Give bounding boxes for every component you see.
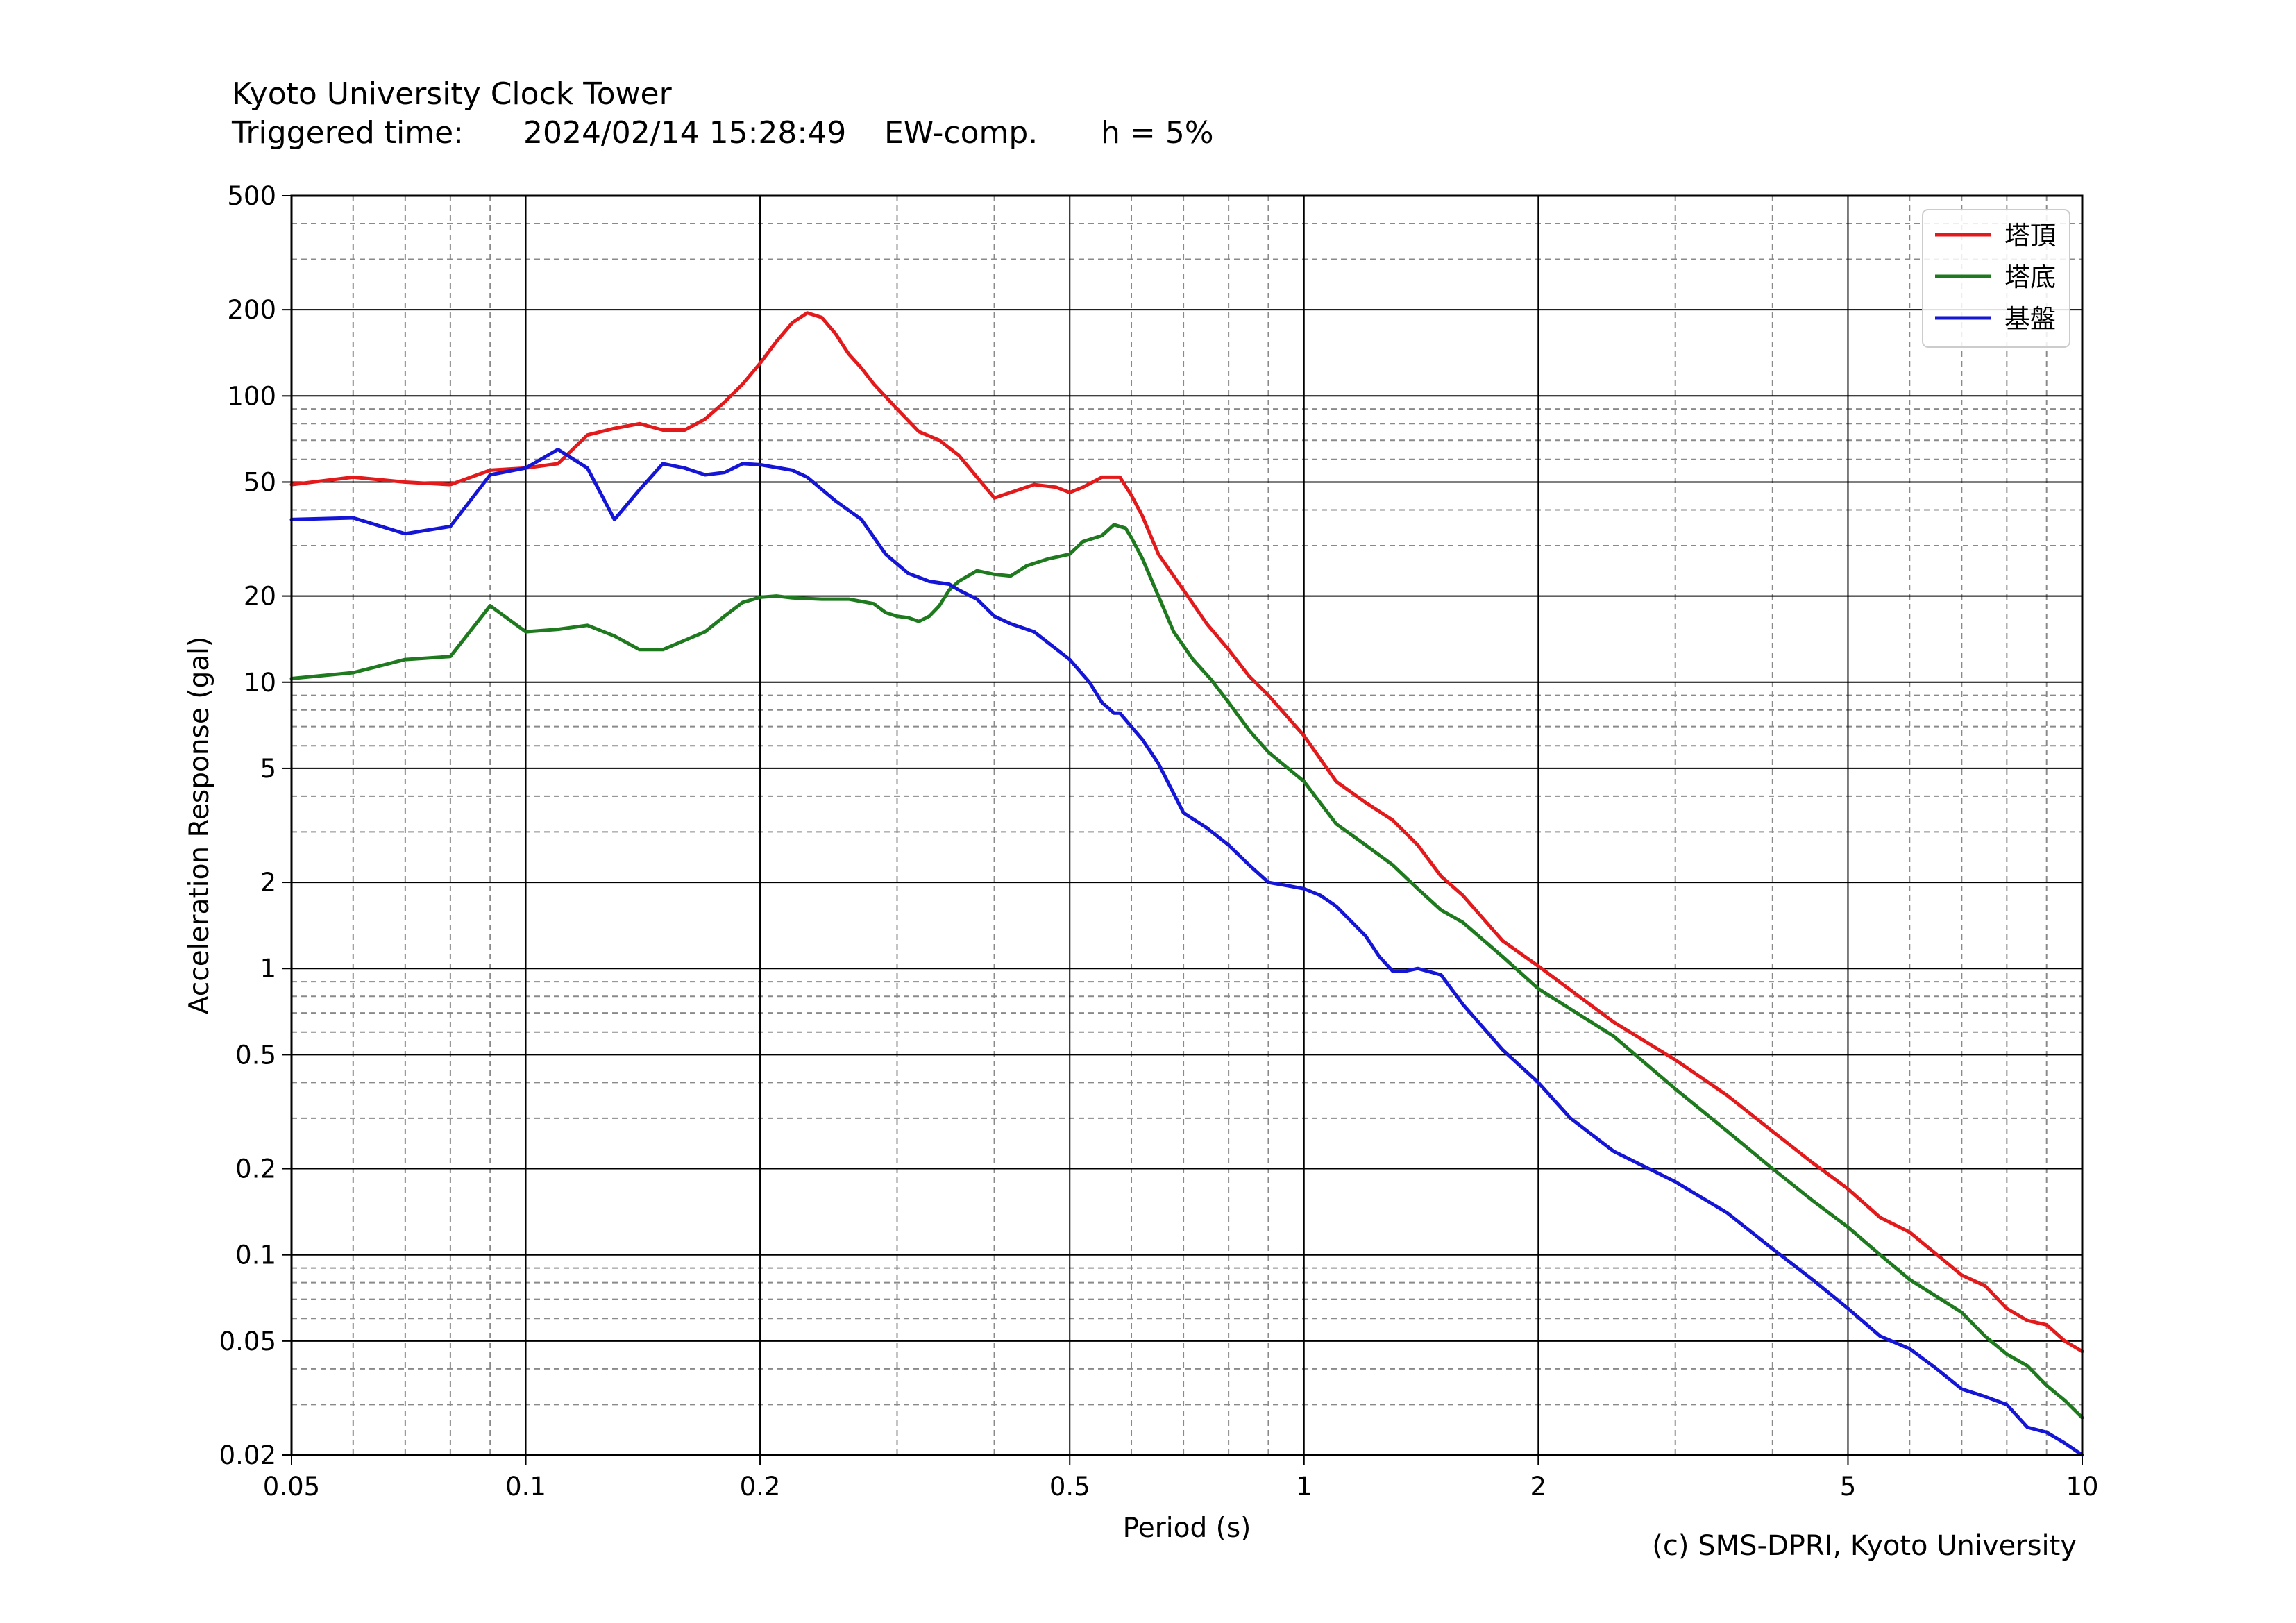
x-tick-label: 5 xyxy=(1840,1472,1857,1502)
y-tick-label: 0.02 xyxy=(219,1440,276,1470)
x-tick-label: 0.05 xyxy=(263,1472,320,1502)
chart-header: Kyoto University Clock Tower Triggered t… xyxy=(232,75,1214,153)
copyright-text: (c) SMS-DPRI, Kyoto University xyxy=(1652,1530,2077,1562)
component-label: EW-comp. xyxy=(884,115,1038,151)
y-tick-label: 0.05 xyxy=(219,1327,276,1356)
legend-label: 塔頂 xyxy=(2004,221,2056,251)
series-layer xyxy=(289,311,2084,1457)
y-tick-label: 500 xyxy=(227,181,276,211)
series-line-3 xyxy=(289,448,2084,1457)
x-tick-label: 2 xyxy=(1530,1472,1547,1502)
legend-label: 塔底 xyxy=(2004,262,2056,292)
header-details: Triggered time: 2024/02/14 15:28:49 EW-com… xyxy=(232,114,1214,153)
series-line-2 xyxy=(289,523,2084,1420)
x-tick-label: 10 xyxy=(2066,1472,2098,1502)
y-tick-label: 0.5 xyxy=(235,1040,276,1070)
y-tick-label: 5 xyxy=(260,754,276,784)
series-line-1 xyxy=(289,311,2084,1354)
x-tick-label: 1 xyxy=(1296,1472,1312,1502)
legend-box xyxy=(1922,209,2070,348)
triggered-time-value: 2024/02/14 15:28:49 xyxy=(523,115,847,151)
y-tick-label: 10 xyxy=(244,668,276,698)
major-grid xyxy=(282,195,2083,1465)
triggered-time-label: Triggered time: xyxy=(232,115,464,151)
damping-label: h = 5% xyxy=(1101,115,1214,151)
plot-frame xyxy=(290,194,2084,1456)
y-tick-label: 0.2 xyxy=(235,1154,276,1184)
x-tick-label: 0.2 xyxy=(740,1472,781,1502)
minor-grid xyxy=(292,196,2082,1455)
x-tick-label: 0.1 xyxy=(505,1472,546,1502)
y-tick-label: 200 xyxy=(227,295,276,325)
y-tick-label: 100 xyxy=(227,381,276,411)
y-tick-labels: 0.02 0.05 0.1 0.2 0.5 1 2 5 10 20 50 100 200 500 xyxy=(219,181,276,1470)
x-tick-label: 0.5 xyxy=(1049,1472,1090,1502)
x-tick-labels: 0.05 0.1 0.2 0.5 1 2 5 10 xyxy=(263,1472,2099,1502)
header-title: Kyoto University Clock Tower xyxy=(232,76,672,112)
y-tick-label: 1 xyxy=(260,954,276,984)
legend-label: 基盤 xyxy=(2004,304,2056,334)
y-axis-label: Acceleration Response (gal) xyxy=(184,637,215,1014)
y-tick-label: 50 xyxy=(244,467,276,497)
x-axis-label: Period (s) xyxy=(1123,1513,1251,1544)
y-tick-label: 0.1 xyxy=(235,1241,276,1270)
y-tick-label: 20 xyxy=(244,582,276,612)
y-tick-label: 2 xyxy=(260,868,276,898)
